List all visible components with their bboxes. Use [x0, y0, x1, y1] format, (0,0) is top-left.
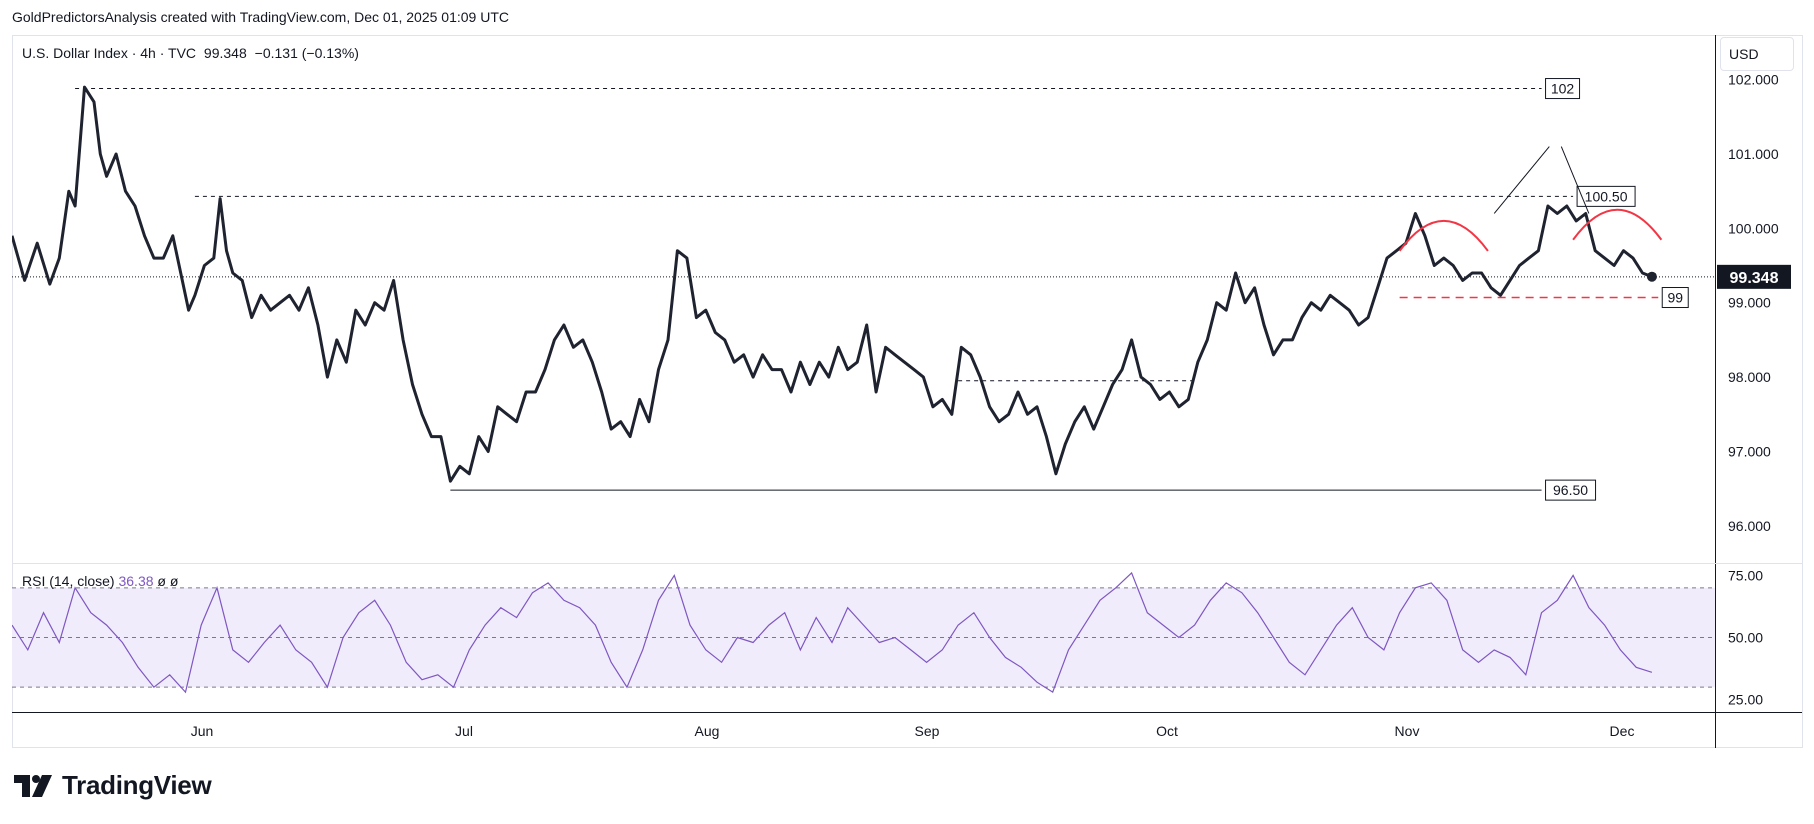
- time-tick-label: Oct: [1156, 723, 1178, 739]
- time-tick-label: Sep: [915, 723, 940, 739]
- rsi-name: RSI (14, close): [22, 573, 115, 589]
- level-label: 99: [1667, 290, 1683, 306]
- tradingview-logo-text: TradingView: [62, 770, 212, 800]
- chart-border: [12, 35, 1803, 748]
- level-label-box: [1545, 479, 1597, 501]
- time-tick-label: Nov: [1395, 723, 1420, 739]
- currency-button[interactable]: [1720, 37, 1794, 71]
- level-label-box: [1661, 287, 1689, 309]
- price-tick-label: 102.000: [1728, 72, 1779, 88]
- time-tick-label: Jul: [455, 723, 473, 739]
- level-label: 96.50: [1553, 482, 1588, 498]
- level-label: 100.50: [1585, 188, 1628, 204]
- price-tick-label: 98.000: [1728, 369, 1771, 385]
- tradingview-logo[interactable]: TradingView: [14, 770, 212, 801]
- currency-label: USD: [1729, 46, 1759, 62]
- chart-credit: GoldPredictorsAnalysis created with Trad…: [12, 9, 509, 25]
- legend-symbol: U.S. Dollar Index · 4h · TVC: [22, 45, 197, 61]
- chart-svg[interactable]: 102.000 101.000 100.000 99.000 98.000 97.000 9…: [12, 35, 1814, 748]
- price-tick-label: 96.000: [1728, 518, 1771, 534]
- time-tick-label: Dec: [1610, 723, 1635, 739]
- double-top-arc-1: [1398, 219, 1489, 252]
- rsi-value: 36.38: [118, 573, 154, 589]
- price-series-line: [12, 85, 1653, 483]
- level-label: 102: [1551, 81, 1575, 97]
- rsi-extra-1: ø: [157, 573, 166, 589]
- tradingview-logo-icon: [14, 774, 52, 797]
- rsi-legend: RSI (14, close) 36.38 ø ø: [22, 573, 178, 589]
- price-tick-label: 101.000: [1728, 146, 1779, 162]
- rsi-tick-label: 75.00: [1728, 567, 1763, 583]
- rsi-tick-label: 50.00: [1728, 630, 1763, 646]
- double-top-arc-2: [1572, 208, 1663, 241]
- annotation-arrow: [1560, 146, 1590, 214]
- rsi-tick-label: 25.00: [1728, 692, 1763, 708]
- time-tick-label: Jun: [191, 723, 214, 739]
- chart-frame: 102.000 101.000 100.000 99.000 98.000 97.000 9…: [12, 35, 1814, 748]
- last-price-tag-label: 99.348: [1730, 270, 1779, 287]
- price-tick-label: 100.000: [1728, 220, 1779, 236]
- rsi-extra-2: ø: [169, 573, 179, 589]
- price-tick-label: 99.000: [1728, 295, 1771, 311]
- price-tick-label: 97.000: [1728, 443, 1771, 459]
- legend-last: 99.348: [203, 45, 247, 61]
- legend-change: −0.131 (−0.13%): [254, 45, 359, 61]
- level-label-box: [1576, 185, 1636, 207]
- price-legend: U.S. Dollar Index · 4h · TVC 99.348 −0.1…: [22, 45, 363, 61]
- last-price-dot: [1646, 271, 1657, 282]
- time-tick-label: Aug: [695, 723, 720, 739]
- rsi-series-line: [12, 571, 1653, 694]
- annotation-arrow: [1493, 146, 1550, 214]
- last-price-tag: [1717, 264, 1791, 289]
- level-label-box: [1545, 78, 1581, 100]
